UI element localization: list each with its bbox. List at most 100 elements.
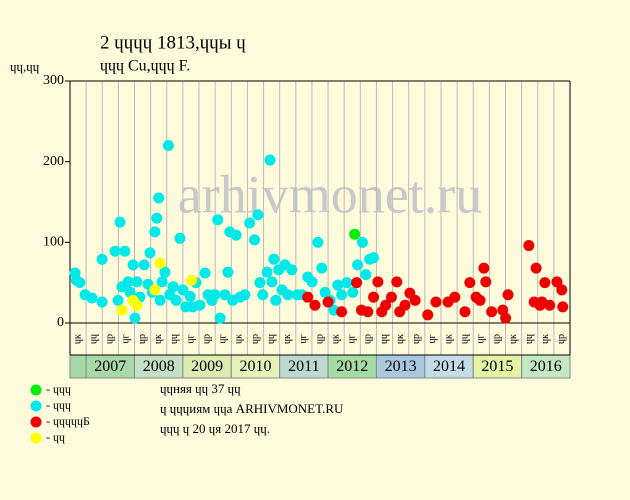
legend-marker <box>30 432 42 444</box>
point <box>257 289 269 301</box>
point <box>356 236 368 248</box>
sub-label: ɥк <box>443 334 454 344</box>
point <box>430 296 442 308</box>
point <box>156 276 168 288</box>
point <box>312 236 324 248</box>
point <box>306 276 318 288</box>
year-label: 2010 <box>239 358 271 375</box>
legend-marker <box>30 384 42 396</box>
chart-subtitle: ɥɥɥ Cu,ɥɥɥ F. <box>100 58 190 75</box>
point <box>352 259 364 271</box>
point <box>153 192 165 204</box>
sub-label: ɥк <box>540 334 551 344</box>
point <box>478 262 490 274</box>
point <box>112 294 124 306</box>
year-label: 2016 <box>530 358 562 375</box>
sub-label: ɥг <box>427 334 438 343</box>
legend-label: - ɥɥɥɥɥБ <box>46 414 90 428</box>
note: ɥ ɥɥɥиям ɥɥа ARHIVMONET.RU <box>160 401 344 416</box>
point <box>151 212 163 224</box>
point <box>116 304 128 316</box>
point <box>222 266 234 278</box>
year-label: 2013 <box>385 358 417 375</box>
point <box>347 286 359 298</box>
point <box>74 277 86 289</box>
sub-label: ɥр <box>137 334 148 344</box>
sub-label: ɥк <box>330 334 341 344</box>
point <box>138 259 150 271</box>
sub-label: ɥк <box>234 334 245 344</box>
point <box>122 276 134 288</box>
point <box>372 276 384 288</box>
point <box>486 306 498 318</box>
point <box>551 276 563 288</box>
point <box>212 214 224 226</box>
point <box>399 299 411 311</box>
point <box>319 286 331 298</box>
sub-label: ɥр <box>363 334 374 344</box>
point <box>154 294 166 306</box>
sub-label: ɥр <box>314 334 325 344</box>
point <box>268 253 280 265</box>
point <box>539 277 551 289</box>
legend-marker <box>30 400 42 412</box>
note: ɥɥɥ ɥ 20 ɥя 2017 ɥɥ. <box>160 421 270 436</box>
year-label: 2009 <box>191 358 223 375</box>
point <box>219 289 231 301</box>
point <box>230 229 242 241</box>
point <box>149 226 161 238</box>
sub-label: ɥɥ <box>88 334 99 344</box>
point <box>154 257 166 269</box>
point <box>167 281 179 293</box>
point <box>360 269 372 281</box>
y-tick-label: 300 <box>43 73 64 88</box>
point <box>159 266 171 278</box>
point <box>244 217 256 229</box>
point <box>109 245 121 257</box>
sub-label: ɥк <box>153 334 164 344</box>
point <box>249 234 261 246</box>
point <box>362 306 374 318</box>
legend-marker <box>30 416 42 428</box>
year-label: 2015 <box>481 358 513 375</box>
point <box>368 291 380 303</box>
point <box>544 299 556 311</box>
sub-label: ɥр <box>250 334 261 344</box>
point <box>129 312 141 324</box>
watermark: arhivmonet.ru <box>178 164 482 224</box>
sub-label: ɥɥ <box>524 334 535 344</box>
point <box>184 290 196 302</box>
point <box>174 232 186 244</box>
legend-label: - ɥɥ <box>46 430 65 444</box>
point <box>214 312 226 324</box>
point <box>349 228 361 240</box>
band-edge <box>69 354 87 379</box>
sub-label: ɥɥ <box>169 334 180 344</box>
year-label: 2012 <box>336 358 368 375</box>
point <box>530 262 542 274</box>
sub-label: ɥг <box>218 334 229 343</box>
point <box>127 259 139 271</box>
point <box>119 245 131 257</box>
point <box>199 267 211 279</box>
sub-label: ɥɥ <box>266 334 277 344</box>
point <box>266 276 278 288</box>
point <box>351 277 363 289</box>
sub-label: ɥг <box>185 334 196 343</box>
note: ɥɥняя ɥɥ 37 ɥɥ <box>160 381 241 396</box>
sub-label: ɥр <box>492 334 503 344</box>
point <box>186 274 198 286</box>
year-label: 2011 <box>288 358 319 375</box>
sub-label: ɥɥ <box>459 334 470 344</box>
point <box>194 299 206 311</box>
year-label: 2008 <box>143 358 175 375</box>
point <box>336 306 348 318</box>
point <box>332 279 344 291</box>
point <box>322 296 334 308</box>
sub-label: ɥр <box>201 334 212 344</box>
point <box>391 276 403 288</box>
point <box>114 216 126 228</box>
point <box>556 284 568 296</box>
y-tick-label: 0 <box>57 315 64 330</box>
